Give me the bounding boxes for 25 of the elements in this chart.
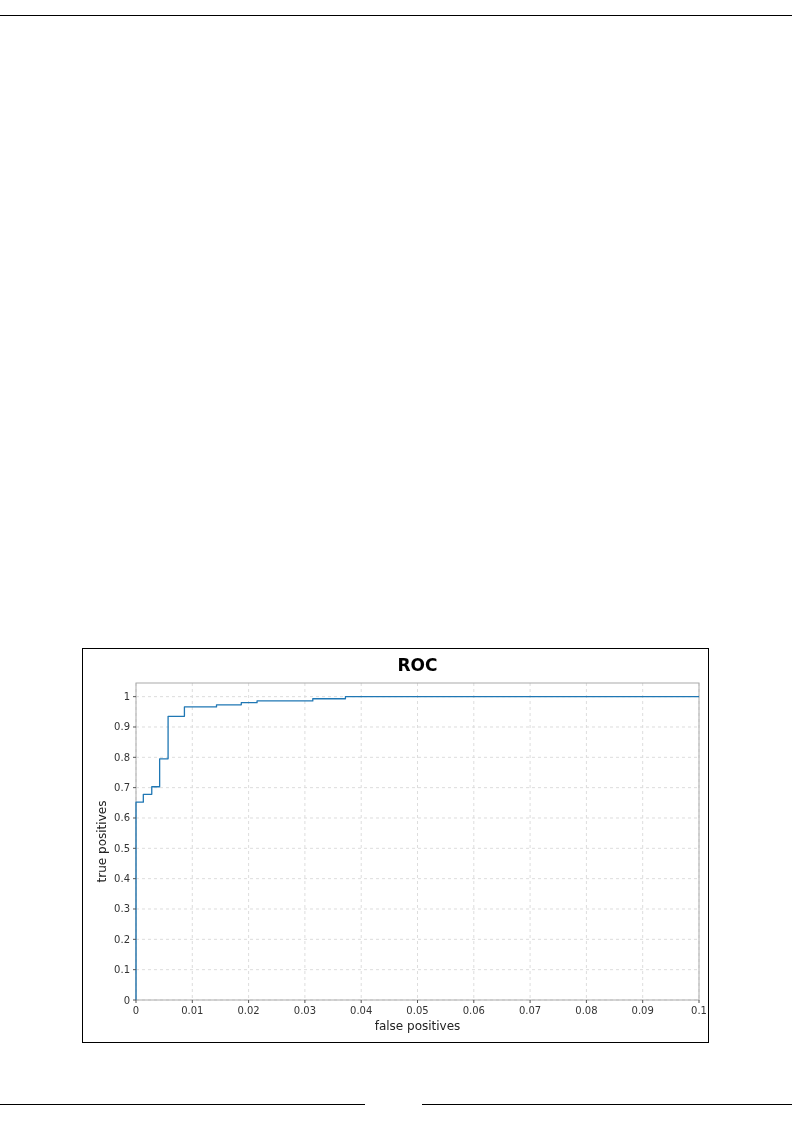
y-tick-label: 1 — [123, 691, 130, 703]
x-tick-label: 0.06 — [462, 1005, 485, 1016]
x-tick-label: 0.1 — [691, 1005, 707, 1016]
x-tick-label: 0.07 — [518, 1005, 542, 1016]
y-tick-label: 0.8 — [114, 751, 130, 763]
chart-title: ROC — [397, 655, 438, 675]
y-tick-label: 0.1 — [114, 964, 130, 976]
x-tick-label: 0 — [132, 1005, 140, 1016]
y-axis-title: true positives — [95, 800, 109, 883]
y-tick-label: 0.7 — [114, 782, 130, 794]
x-tick-label: 0.01 — [181, 1005, 204, 1016]
x-tick-label: 0.09 — [631, 1005, 654, 1016]
y-tick-label: 0.2 — [114, 933, 130, 945]
y-tick-label: 0.5 — [114, 842, 130, 854]
y-tick-label: 0.9 — [114, 721, 130, 733]
x-tick-label: 0.04 — [350, 1005, 373, 1016]
y-tick-label: 0.3 — [114, 903, 130, 915]
x-tick-label: 0.03 — [293, 1005, 317, 1016]
x-tick-label: 0.02 — [237, 1005, 260, 1016]
x-axis-title: false positives — [374, 1019, 461, 1033]
x-tick-label: 0.08 — [575, 1005, 598, 1016]
y-tick-label: 0.4 — [114, 873, 130, 885]
y-tick-label: 0 — [123, 994, 130, 1006]
y-tick-label: 0.6 — [114, 812, 130, 824]
x-tick-label: 0.05 — [406, 1005, 429, 1016]
